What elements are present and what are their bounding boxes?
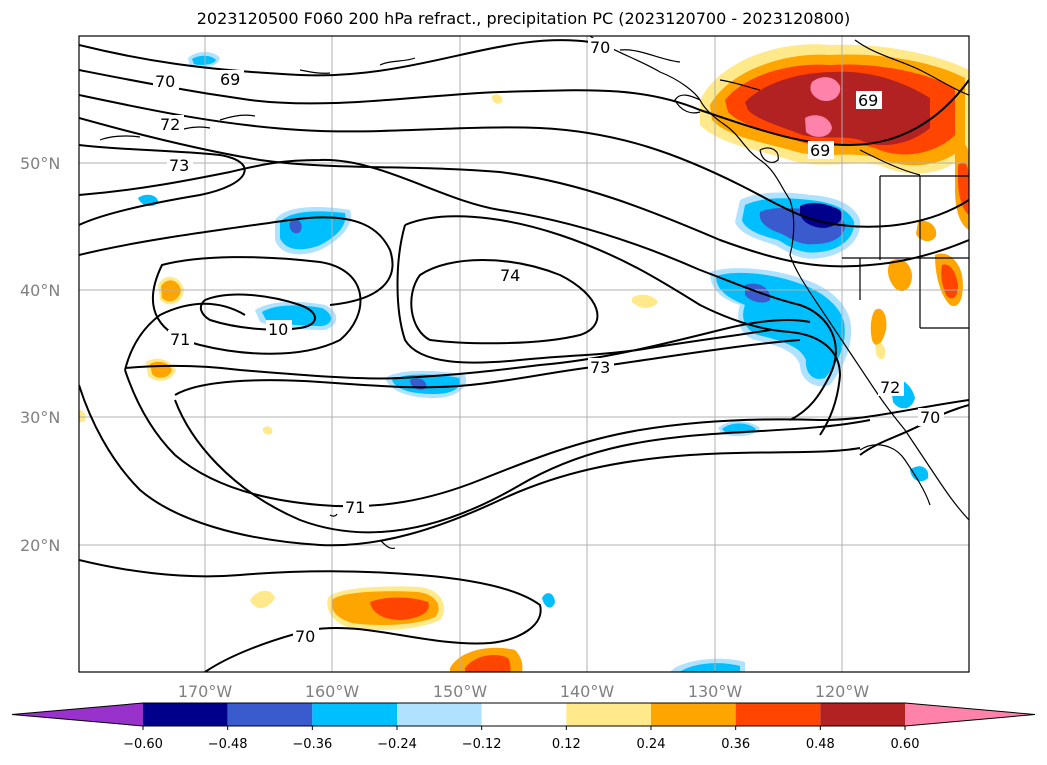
contour-label-71-south: 71: [345, 498, 365, 517]
colorbar-swatch: [481, 703, 567, 726]
lon-label-150w: 150°W: [433, 682, 488, 701]
lon-label-120w: 120°W: [815, 682, 870, 701]
contour-label-70-south: 70: [295, 627, 315, 646]
lon-label-160w: 160°W: [305, 682, 360, 701]
lon-label-170w: 170°W: [178, 682, 233, 701]
longitude-labels: 170°W 160°W 150°W 140°W 130°W 120°W: [178, 682, 870, 701]
lon-label-140w: 140°W: [560, 682, 615, 701]
contour-labels: 70 69 70 72 73 69 69 74 10 71 73 71 70: [153, 38, 944, 646]
colorbar-tick-label: −0.24: [377, 737, 417, 752]
colorbar: −0.60 −0.48 −0.36 −0.24 −0.12 0.12 0.24 0.36 0.4…: [11, 702, 1036, 752]
colorbar-extend-low: [12, 703, 143, 726]
contour-label-73-mid: 73: [590, 358, 610, 377]
contour-label-74: 74: [500, 266, 520, 285]
contour-label-69-ne: 69: [858, 91, 878, 110]
contour-label-70-baja: 70: [920, 408, 940, 427]
colorbar-tick-label: 0.60: [891, 737, 920, 752]
colorbar-swatch: [820, 703, 905, 726]
contour-label-71-left: 71: [170, 330, 190, 349]
lat-label-20n: 20°N: [20, 536, 60, 555]
contour-label-70-top: 70: [590, 38, 610, 57]
colorbar-tick-label: −0.12: [462, 737, 502, 752]
colorbar-swatch: [397, 703, 482, 726]
colorbar-swatch: [312, 703, 397, 726]
plot-frame: [78, 35, 970, 673]
lat-label-50n: 50°N: [20, 154, 60, 173]
coastlines: [99, 36, 969, 550]
contour-label-69-top: 69: [220, 70, 240, 89]
colorbar-tick-label: −0.48: [208, 737, 248, 752]
colorbar-tick-label: 0.36: [721, 737, 750, 752]
map-plot-area: 70 69 70 72 73 69 69 74 10 71 73 71 70: [79, 36, 969, 672]
colorbar-tick-label: 0.24: [637, 737, 666, 752]
lat-label-30n: 30°N: [20, 408, 60, 427]
contour-label-70-left: 70: [155, 72, 175, 91]
map-title: 2023120500 F060 200 hPa refract., precip…: [196, 9, 851, 28]
colorbar-tick-label: −0.60: [123, 737, 163, 752]
colorbar-swatch: [651, 703, 736, 726]
lat-label-40n: 40°N: [20, 281, 60, 300]
contour-label-72: 72: [160, 115, 180, 134]
contour-label-72-coast: 72: [880, 378, 900, 397]
shaded-regions: [79, 44, 969, 672]
latitude-labels: 50°N 40°N 30°N 20°N: [20, 154, 60, 555]
colorbar-swatch: [735, 703, 821, 726]
colorbar-swatch: [227, 703, 313, 726]
lon-label-130w: 130°W: [688, 682, 743, 701]
colorbar-tick-label: 0.48: [806, 737, 835, 752]
contour-label-73-left: 73: [169, 156, 189, 175]
colorbar-swatch: [143, 703, 228, 726]
colorbar-tick-label: 0.12: [552, 737, 581, 752]
contour-label-69-coast: 69: [810, 141, 830, 160]
contour-lines: [79, 39, 969, 672]
colorbar-extend-high: [905, 703, 1035, 726]
contour-label-10-ocean: 10: [268, 320, 288, 339]
colorbar-tick-label: −0.36: [292, 737, 332, 752]
colorbar-swatch: [566, 703, 651, 726]
